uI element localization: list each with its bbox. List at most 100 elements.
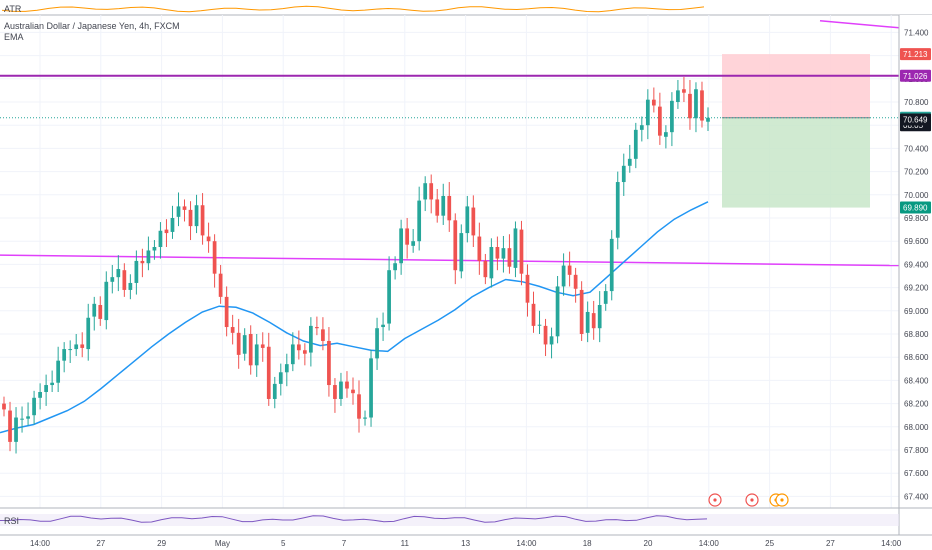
candle-body — [651, 99, 656, 106]
candle-body — [664, 132, 668, 137]
event-marker-dot — [780, 498, 784, 502]
candle-body — [80, 344, 85, 348]
candle-body — [140, 260, 145, 264]
price-tag-label: 69.890 — [903, 204, 928, 213]
candle-body — [657, 106, 662, 136]
candle-body — [453, 220, 458, 271]
candle-body — [146, 250, 151, 264]
rsi-line — [0, 515, 708, 523]
price-tick-label: 70.200 — [904, 168, 929, 177]
candle-body — [411, 241, 416, 246]
candle-body — [20, 418, 24, 420]
atr-indicator-label: ATR — [4, 4, 22, 14]
candle-body — [447, 195, 452, 221]
candle-body — [519, 229, 524, 274]
candle-body — [676, 90, 680, 102]
candle-body — [471, 207, 476, 236]
price-tick-label: 70.800 — [904, 98, 929, 107]
candle-body — [98, 305, 103, 319]
candle-body — [555, 286, 560, 337]
candle-body — [315, 327, 319, 329]
candle-body — [164, 229, 169, 234]
candle-body — [507, 248, 512, 267]
candle-body — [381, 324, 385, 328]
candle-body — [477, 236, 482, 261]
candle-body — [218, 273, 223, 297]
candle-body — [615, 182, 620, 238]
price-tag — [900, 69, 931, 82]
candle-body — [254, 344, 259, 366]
chart-title-block: Australian Dollar / Japanese Yen, 4h, FX… — [4, 21, 180, 43]
candle-body — [609, 238, 614, 292]
time-tick-label: May — [215, 539, 230, 548]
candle-body — [266, 346, 271, 399]
candle-body — [567, 265, 572, 275]
candle-body — [585, 311, 590, 333]
candle-body — [682, 89, 686, 93]
price-tag — [900, 113, 931, 126]
price-tick-label: 69.600 — [904, 237, 929, 246]
candle-body — [290, 344, 295, 365]
candle-body — [435, 199, 440, 216]
candle-body — [56, 360, 61, 383]
candle-body — [639, 125, 644, 130]
candle-body — [645, 99, 650, 126]
time-tick-label: 20 — [644, 539, 653, 548]
candle-body — [525, 274, 530, 303]
candle-body — [224, 296, 229, 328]
candle-body — [212, 241, 217, 274]
candle-body — [242, 335, 247, 354]
price-tag-label: 70.649 — [903, 116, 928, 125]
candle-body — [387, 270, 391, 324]
candle-body — [170, 218, 175, 232]
candle-body — [38, 392, 42, 398]
candle-body — [429, 183, 434, 200]
price-tick-label: 67.400 — [904, 492, 929, 501]
take-profit-zone — [722, 117, 870, 208]
candle-body — [688, 93, 692, 119]
candle-body — [176, 206, 181, 217]
rsi-band — [0, 514, 899, 526]
candle-body — [561, 265, 566, 287]
price-tag-label: 08:05 — [903, 121, 924, 130]
candle-body — [363, 417, 367, 419]
price-tick-label: 67.800 — [904, 446, 929, 455]
rsi-indicator-label: RSI — [4, 516, 20, 526]
time-tick-label: 7 — [342, 539, 347, 548]
candle-body — [86, 317, 91, 350]
price-tag-label: 71.026 — [903, 72, 928, 81]
price-tick-label: 68.200 — [904, 400, 929, 409]
candle-body — [543, 325, 548, 345]
candle-body — [62, 349, 67, 361]
candle-body — [399, 228, 403, 264]
candle-body — [2, 403, 6, 410]
candle-body — [573, 274, 578, 289]
candle-body — [122, 270, 127, 290]
candle-body — [495, 247, 500, 259]
price-tick-label: 67.600 — [904, 469, 929, 478]
candle-body — [92, 303, 97, 317]
candle-body — [321, 329, 325, 341]
time-tick-label: 11 — [401, 539, 410, 548]
candle-body — [459, 233, 464, 272]
candle-body — [627, 158, 632, 166]
candle-body — [333, 385, 337, 399]
time-tick-label: 14:00 — [516, 539, 537, 548]
candle-body — [26, 416, 30, 419]
time-tick-label: 5 — [281, 539, 286, 548]
price-tick-label: 68.400 — [904, 376, 929, 385]
candle-body — [309, 325, 313, 353]
candle-body — [110, 277, 115, 282]
price-tick-label: 68.000 — [904, 423, 929, 432]
event-marker-dot — [750, 498, 754, 502]
candle-body — [633, 129, 638, 159]
candle-body — [351, 389, 355, 394]
candle-body — [603, 291, 608, 304]
candle-body — [104, 281, 109, 321]
candle-body — [591, 313, 596, 329]
candle-body — [375, 328, 379, 359]
candle-body — [206, 236, 211, 242]
candle-body — [579, 289, 584, 334]
price-tick-label: 69.400 — [904, 260, 929, 269]
